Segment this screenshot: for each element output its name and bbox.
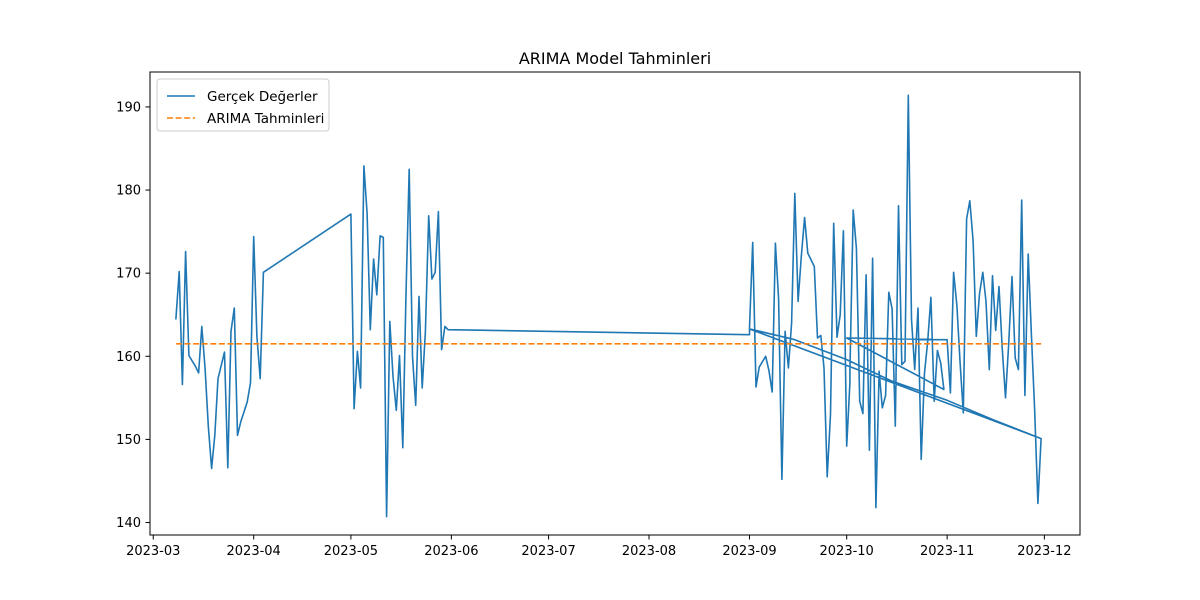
- x-tick-label: 2023-04: [227, 544, 281, 559]
- x-tick-label: 2023-05: [324, 544, 378, 559]
- y-tick-label: 170: [116, 267, 141, 282]
- y-tick-label: 160: [116, 350, 141, 365]
- x-tick-label: 2023-12: [1017, 544, 1071, 559]
- x-tick-label: 2023-07: [521, 544, 575, 559]
- legend: Gerçek Değerler ARIMA Tahminleri: [156, 78, 330, 132]
- legend-box: [156, 78, 330, 132]
- plot-area: 2023-03 2023-04 2023-05 2023-06 2023-07 2023-…: [116, 71, 1081, 559]
- x-tick-label: 2023-06: [424, 544, 478, 559]
- x-tick-label: 2023-08: [622, 544, 676, 559]
- y-tick-label: 150: [116, 433, 141, 448]
- x-tick-label: 2023-09: [722, 544, 776, 559]
- legend-label: ARIMA Tahminleri: [207, 111, 324, 127]
- axes-frame: [149, 71, 1081, 536]
- x-tick-label: 2023-11: [920, 544, 974, 559]
- y-tick-label: 180: [116, 184, 141, 199]
- x-tick-label: 2023-03: [126, 544, 180, 559]
- y-tick-label: 140: [116, 516, 141, 531]
- legend-label: Gerçek Değerler: [207, 89, 318, 105]
- chart-title: ARIMA Model Tahminleri: [519, 49, 711, 68]
- x-tick-label: 2023-10: [820, 544, 874, 559]
- y-tick-label: 190: [116, 100, 141, 115]
